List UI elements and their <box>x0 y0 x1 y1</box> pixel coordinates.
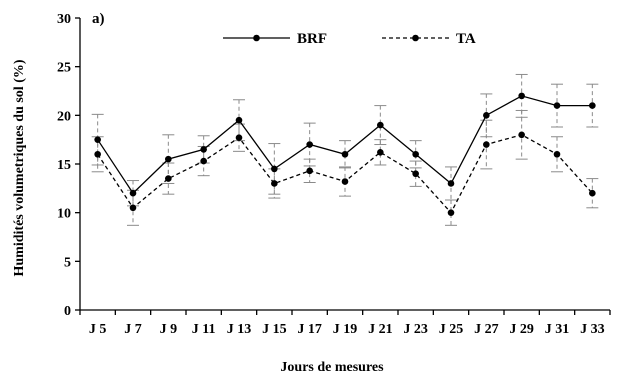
data-point-brf <box>518 92 525 100</box>
y-axis-title: Humidités volumetriques du sol (%) <box>12 59 27 276</box>
error-bar <box>374 139 387 166</box>
error-bar <box>374 105 387 146</box>
data-point-brf <box>412 150 419 158</box>
data-point-brf <box>306 141 313 148</box>
legend: BRF TA <box>223 31 476 47</box>
y-tick-label: 10 <box>57 207 71 222</box>
error-bar <box>409 160 422 187</box>
data-point-ta <box>235 134 243 142</box>
data-point-brf <box>200 146 207 153</box>
data-point-brf <box>235 116 243 124</box>
data-point-ta <box>483 141 490 148</box>
y-tick-label: 30 <box>57 12 71 27</box>
x-tick-label: J 5 <box>89 322 107 337</box>
data-point-ta <box>271 180 278 187</box>
x-tick-label: J 17 <box>297 322 322 337</box>
data-point-brf <box>447 180 455 187</box>
panel-label: a) <box>92 11 105 27</box>
y-tick-label: 5 <box>64 255 71 270</box>
data-point-brf <box>589 102 596 109</box>
x-tick-label: J 23 <box>403 322 428 337</box>
error-bar <box>303 158 316 183</box>
data-point-ta <box>377 149 384 156</box>
data-point-ta <box>447 209 455 216</box>
x-tick-label: J 7 <box>124 322 142 337</box>
data-point-brf <box>341 150 349 158</box>
data-point-ta <box>553 150 561 158</box>
y-tick-label: 15 <box>57 158 71 173</box>
data-point-ta <box>589 189 596 197</box>
plot-area: 0 5 10 15 20 25 30 J 5 J 7 J 9 J 11 J 13 J 15 J 17 J 1… <box>57 12 611 337</box>
x-tick-label: J 25 <box>439 322 464 337</box>
data-point-brf <box>377 121 384 129</box>
x-tick-label: J 11 <box>192 322 216 337</box>
x-tick-label: J 9 <box>160 322 178 337</box>
data-point-brf <box>94 136 101 143</box>
data-point-brf <box>165 155 172 163</box>
data-point-ta <box>200 157 207 165</box>
data-point-ta <box>306 167 313 175</box>
legend-marker-brf <box>253 34 260 42</box>
data-point-ta <box>518 131 525 139</box>
legend-marker-ta <box>412 34 419 42</box>
data-point-ta <box>94 150 101 158</box>
data-point-ta <box>165 175 172 182</box>
x-tick-label: J 13 <box>227 322 252 337</box>
x-tick-label: J 31 <box>545 322 570 337</box>
data-point-ta <box>412 170 419 178</box>
legend-label-ta: TA <box>456 31 476 47</box>
y-tick-label: 25 <box>57 61 71 76</box>
data-point-ta <box>129 204 137 212</box>
y-tick-label: 0 <box>64 304 71 319</box>
x-tick-label: J 15 <box>262 322 287 337</box>
data-point-brf <box>553 102 561 109</box>
data-point-brf <box>483 112 490 119</box>
x-tick-label: J 33 <box>580 322 605 337</box>
data-point-brf <box>271 165 278 173</box>
x-axis-title: Jours de mesures <box>280 360 384 375</box>
x-tick-label: J 21 <box>368 322 393 337</box>
x-tick-label: J 29 <box>509 322 534 337</box>
data-point-ta <box>341 178 349 185</box>
x-tick-label: J 19 <box>333 322 358 337</box>
x-tick-label: J 27 <box>474 322 499 337</box>
y-tick-label: 20 <box>57 109 71 124</box>
legend-label-brf: BRF <box>297 31 327 47</box>
error-bar <box>445 199 457 226</box>
series-line-ta <box>97 134 593 214</box>
data-point-brf <box>129 189 137 197</box>
